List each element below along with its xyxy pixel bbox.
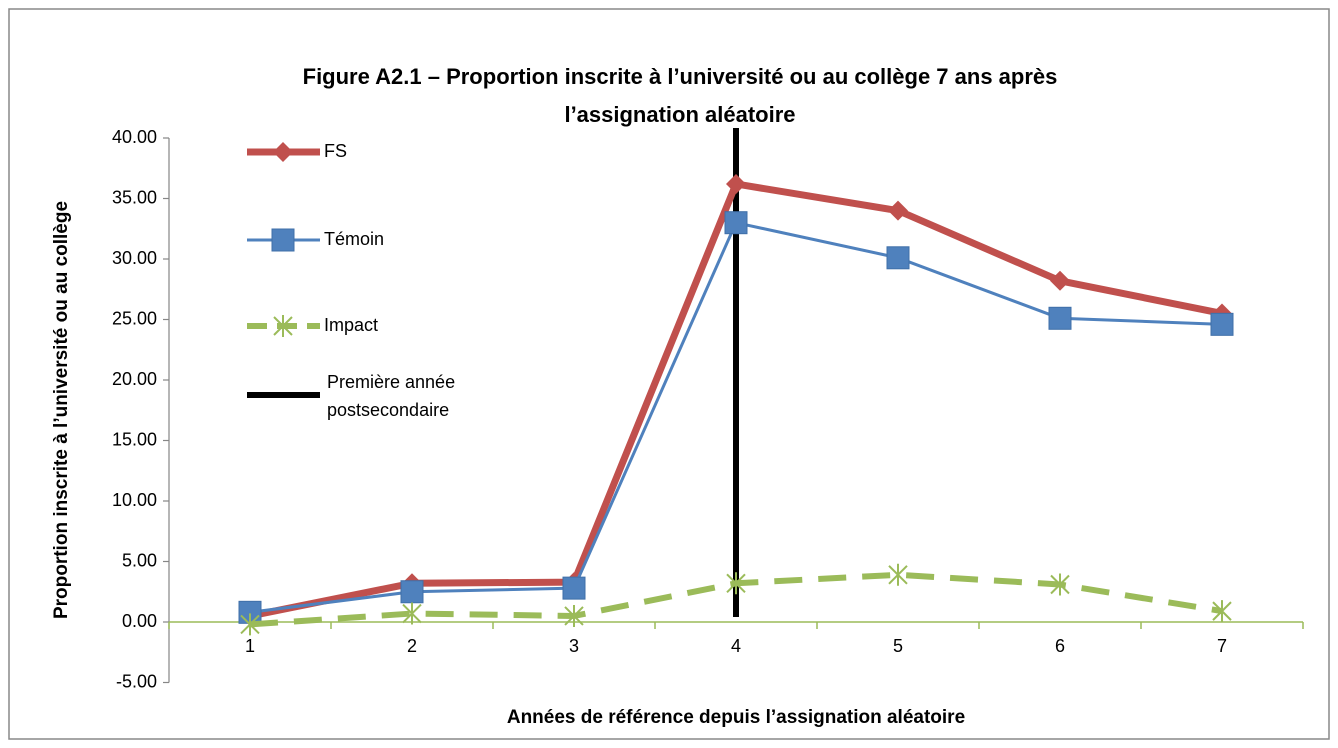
legend-marker [273,315,293,337]
y-tick-label: 20.00 [112,369,157,389]
chart-title: Figure A2.1 – Proportion inscrite à l’un… [303,64,1058,89]
legend-marker [271,228,295,252]
point [1050,573,1070,596]
y-tick-label: 25.00 [112,308,157,328]
x-tick-label: 5 [893,636,903,656]
point [724,211,748,235]
y-tick-label: 35.00 [112,187,157,207]
y-tick-label: 10.00 [112,490,157,510]
point [240,613,260,636]
x-axis-label: Années de référence depuis l’assignation… [507,707,965,728]
point [888,563,908,586]
legend-label: Première année postsecondaire [327,372,456,420]
point [1212,600,1232,623]
point [886,246,910,270]
legend-label: Témoin [324,229,384,249]
x-tick-label: 6 [1055,636,1065,656]
chart-title: l’assignation aléatoire [564,102,795,127]
point [1048,306,1072,330]
y-tick-label: 15.00 [112,429,157,449]
point [402,602,422,625]
point [400,580,424,604]
point [726,173,746,194]
point [562,576,586,600]
x-tick-label: 4 [731,636,741,656]
legend-marker [273,142,293,162]
y-axis-label: Proportion inscrite à l’université ou au… [51,201,72,619]
point [564,604,584,627]
y-tick-label: 40.00 [112,127,157,147]
point [1050,270,1070,291]
x-tick-label: 1 [245,636,255,656]
y-tick-label: -5.00 [116,671,157,691]
y-tick-label: 5.00 [122,550,157,570]
point [1210,312,1234,336]
legend-label: FS [324,141,347,161]
x-tick-label: 3 [569,636,579,656]
point [888,200,908,221]
legend-label: Impact [324,315,378,335]
x-tick-label: 2 [407,636,417,656]
point [726,572,746,595]
x-tick-label: 7 [1217,636,1227,656]
y-tick-label: 0.00 [122,611,157,631]
y-tick-label: 30.00 [112,248,157,268]
